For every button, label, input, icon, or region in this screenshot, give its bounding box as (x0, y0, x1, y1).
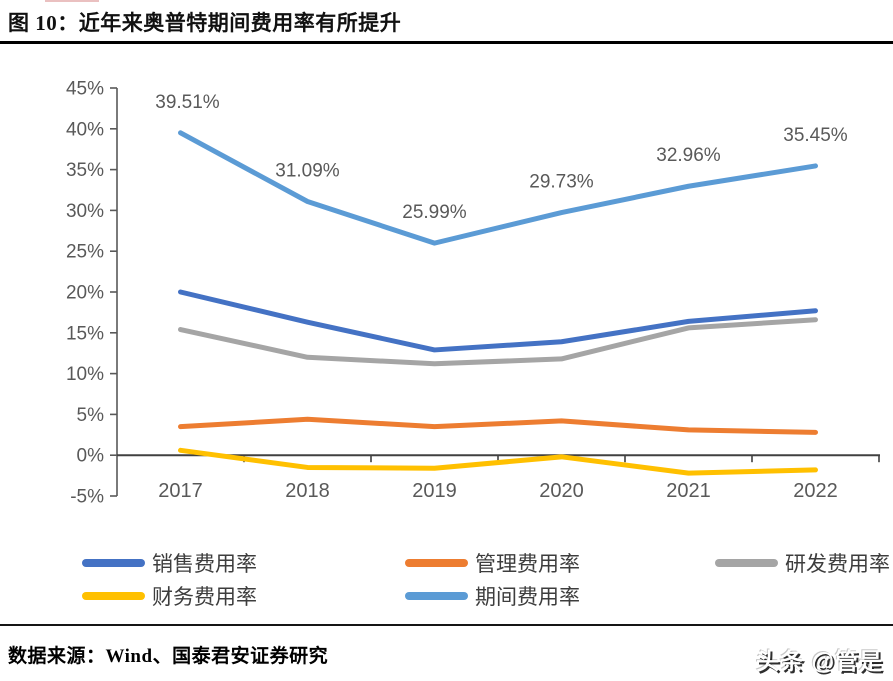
x-tick-label: 2018 (285, 480, 330, 502)
red-artifact (45, 0, 99, 2)
series-data-label: 31.09% (275, 161, 340, 182)
legend-item-rnd: 研发费用率 (715, 549, 890, 576)
series-line-period (178, 130, 818, 246)
series-line-rnd (178, 317, 818, 367)
legend-swatch-rnd (715, 558, 778, 567)
title-underline (0, 41, 893, 44)
series-data-label: 29.73% (529, 172, 594, 193)
series-line-finance (178, 447, 818, 476)
series-line-management (178, 416, 818, 435)
chart-legend: 销售费用率 管理费用率 研发费用率 财务费用率 期间费用率 (82, 549, 890, 609)
legend-label-management: 管理费用率 (475, 551, 580, 576)
y-tick-label: 40% (66, 119, 104, 140)
figure-title: 图 10：近年来奥普特期间费用率有所提升 (8, 11, 402, 35)
x-tick-label: 2021 (666, 480, 711, 502)
x-tick-label: 2022 (793, 480, 838, 502)
series-data-label: 32.96% (656, 145, 721, 166)
y-tick-label: 30% (66, 201, 104, 222)
series-data-label: 39.51% (155, 92, 220, 113)
y-tick-label: 25% (66, 242, 104, 263)
legend-swatch-sales (82, 558, 145, 567)
y-tick-label: 10% (66, 364, 104, 385)
x-tick-label: 2017 (158, 480, 203, 502)
data-source-text: 数据来源：Wind、国泰君安证券研究 (8, 646, 329, 667)
legend-label-sales: 销售费用率 (152, 551, 257, 576)
legend-swatch-period (405, 591, 468, 600)
legend-item-sales: 销售费用率 (82, 549, 405, 576)
x-tick-label: 2020 (539, 480, 584, 502)
legend-swatch-management (405, 558, 468, 567)
y-tick-label: 0% (77, 446, 105, 467)
legend-item-period: 期间费用率 (405, 582, 715, 609)
y-tick-label: -5% (70, 487, 104, 508)
footer-divider (0, 624, 893, 626)
y-tick-label: 35% (66, 160, 104, 181)
legend-item-management: 管理费用率 (405, 549, 715, 576)
legend-label-rnd: 研发费用率 (785, 551, 890, 576)
legend-item-finance: 财务费用率 (82, 582, 405, 609)
x-tick-label: 2019 (412, 480, 457, 502)
toutiao-watermark: 头条 @管是 (756, 648, 883, 674)
series-data-label: 35.45% (783, 125, 848, 146)
y-tick-label: 20% (66, 283, 104, 304)
y-tick-label: 15% (66, 323, 104, 344)
y-tick-label: 5% (77, 405, 105, 426)
y-tick-label: 45% (66, 79, 104, 100)
legend-label-finance: 财务费用率 (152, 584, 257, 609)
legend-label-period: 期间费用率 (475, 584, 580, 609)
series-line-sales (178, 289, 818, 353)
series-data-label: 25.99% (402, 202, 467, 223)
legend-swatch-finance (82, 591, 145, 600)
